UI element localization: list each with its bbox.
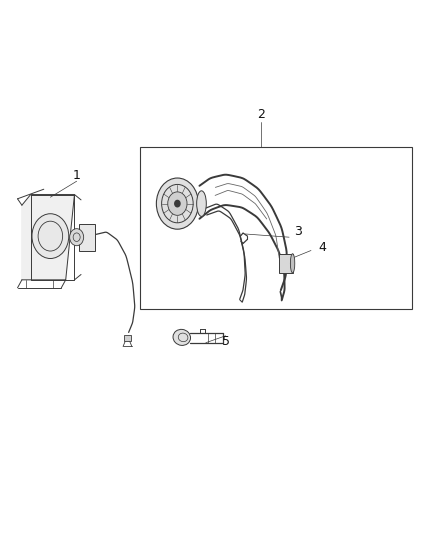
Text: 1: 1	[73, 169, 81, 182]
Bar	[279, 254, 293, 273]
Ellipse shape	[290, 254, 295, 273]
Circle shape	[168, 192, 187, 215]
Circle shape	[175, 200, 180, 207]
Bar	[79, 224, 95, 251]
Ellipse shape	[173, 329, 191, 345]
Text: 3: 3	[294, 225, 302, 238]
Circle shape	[70, 229, 84, 246]
Circle shape	[156, 178, 198, 229]
Text: 4: 4	[318, 241, 326, 254]
Text: 2: 2	[257, 108, 265, 121]
Bar	[140, 147, 412, 309]
Text: 5: 5	[222, 335, 230, 348]
Ellipse shape	[197, 191, 206, 216]
Bar	[124, 335, 131, 341]
Polygon shape	[22, 195, 74, 280]
Circle shape	[32, 214, 69, 259]
